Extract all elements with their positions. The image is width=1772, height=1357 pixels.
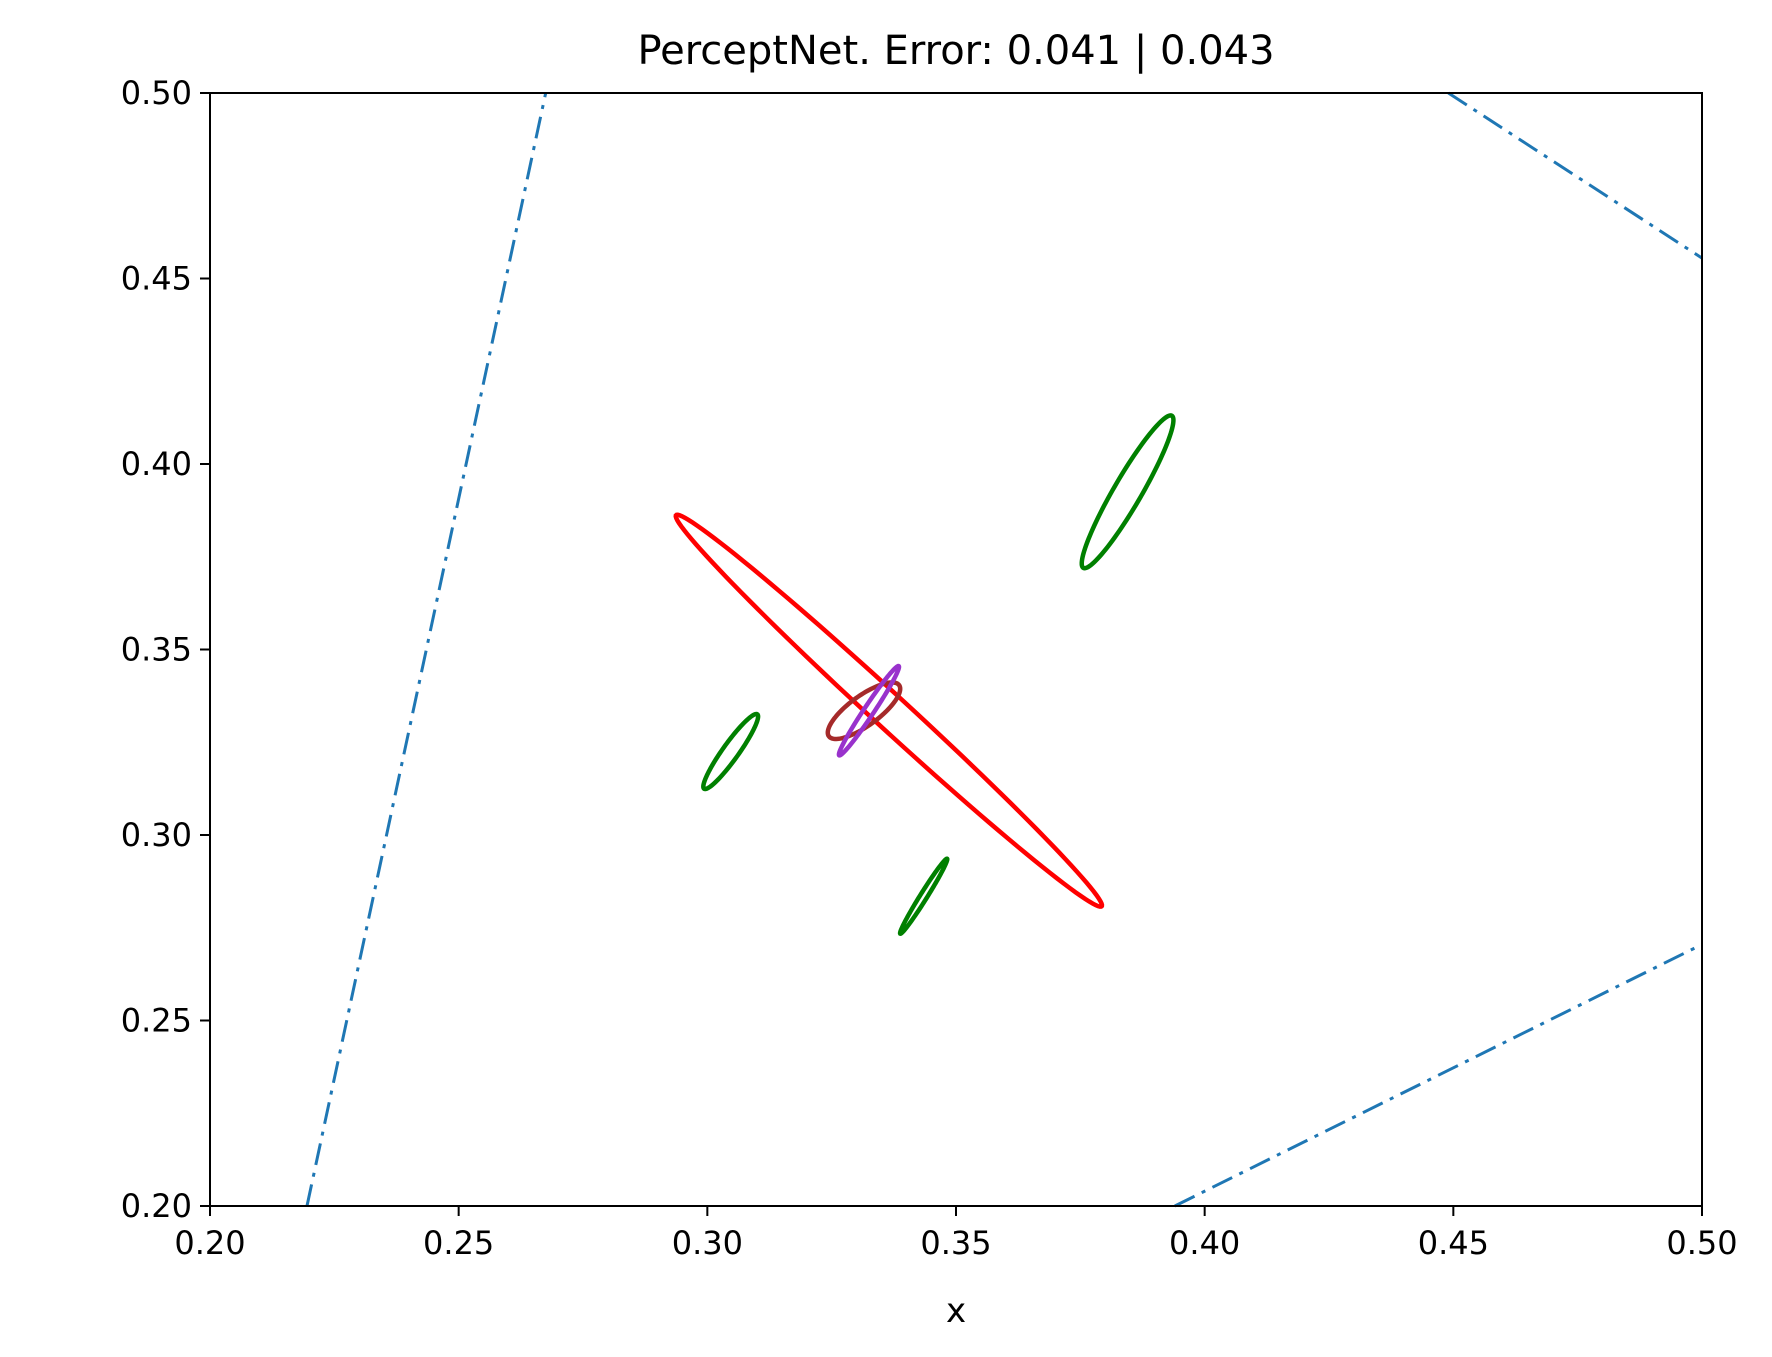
x-axis-label: x [946, 1291, 966, 1331]
x-tick-label: 0.40 [1169, 1224, 1240, 1262]
plot-area [305, 91, 1703, 1208]
x-tick-label: 0.35 [920, 1224, 991, 1262]
y-tick-label: 0.50 [121, 74, 192, 112]
plot-frame [209, 92, 1703, 1207]
boundary-line [1447, 91, 1703, 260]
x-axis: 0.20 0.25 0.30 0.35 0.40 0.45 0.50 [174, 1206, 1738, 1262]
y-tick-label: 0.20 [121, 1187, 192, 1225]
ellipse-contour [825, 680, 903, 742]
boundary-line [1174, 943, 1703, 1208]
x-tick-label: 0.50 [1666, 1224, 1737, 1262]
y-tick-label: 0.40 [121, 445, 192, 483]
boundary-line [305, 92, 548, 1207]
y-tick-label: 0.25 [121, 1002, 192, 1040]
y-tick-label: 0.35 [121, 631, 192, 669]
x-tick-label: 0.30 [672, 1224, 743, 1262]
y-axis: 0.20 0.25 0.30 0.35 0.40 0.45 0.50 [121, 74, 210, 1225]
ellipse-contour [701, 711, 761, 792]
ellipse-contour [897, 856, 950, 937]
chart-title: PerceptNet. Error: 0.041 | 0.043 [637, 28, 1274, 74]
x-tick-label: 0.20 [174, 1224, 245, 1262]
y-tick-label: 0.45 [121, 260, 192, 298]
ellipse-contour [1079, 413, 1176, 571]
x-tick-label: 0.45 [1418, 1224, 1489, 1262]
ellipse-contour [836, 663, 902, 758]
ellipse-contour [673, 512, 1105, 909]
x-tick-label: 0.25 [423, 1224, 494, 1262]
y-tick-label: 0.30 [121, 816, 192, 854]
